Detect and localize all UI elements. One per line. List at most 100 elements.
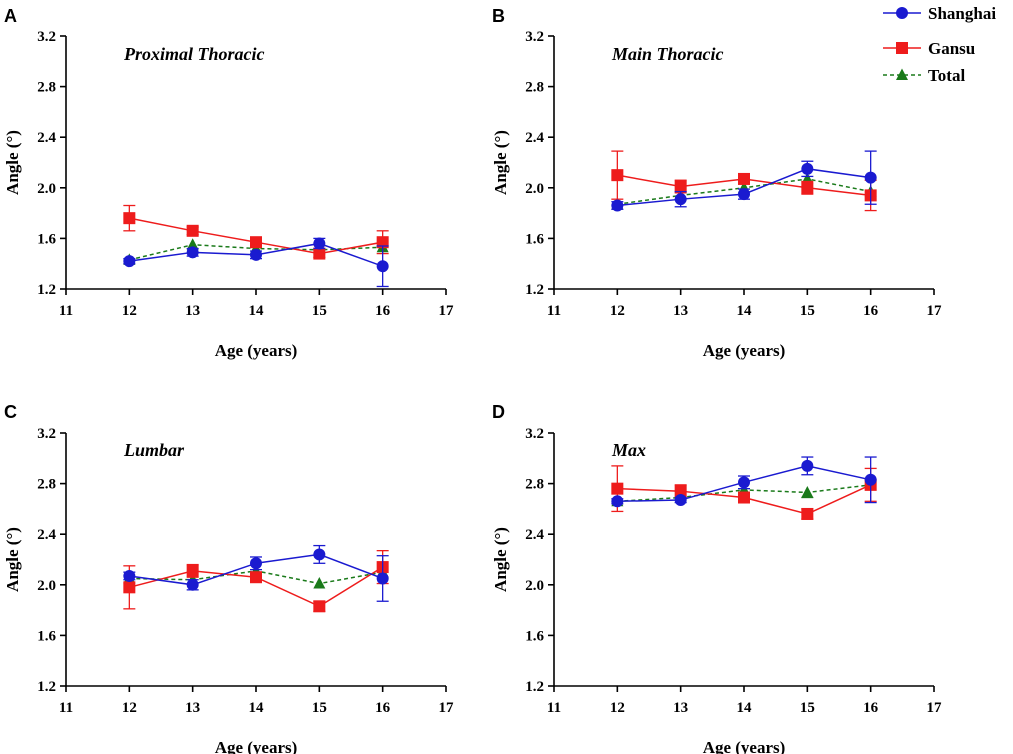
x-tick-label: 11 [59, 700, 73, 716]
x-tick-label: 14 [249, 303, 265, 319]
legend: Shanghai Gansu Total [883, 4, 996, 85]
x-axis-title: Age (years) [703, 738, 786, 754]
data-point-shanghai [738, 476, 750, 489]
y-tick-label: 2.0 [525, 181, 544, 197]
x-tick-label: 13 [185, 303, 200, 319]
data-point-shanghai [250, 557, 262, 570]
data-point-shanghai [611, 199, 624, 212]
panel-title: Max [611, 440, 646, 460]
data-point-shanghai [674, 494, 687, 507]
x-tick-label: 16 [375, 303, 391, 319]
panel-letter: B [492, 6, 505, 26]
x-tick-label: 17 [927, 303, 943, 319]
data-point-shanghai [801, 162, 814, 175]
x-axis-title: Age (years) [215, 341, 298, 360]
data-point-gansu [801, 181, 814, 194]
data-point-gansu [123, 212, 136, 225]
legend-label: Shanghai [928, 4, 996, 23]
panel-title: Lumbar [123, 440, 185, 460]
y-tick-label: 2.8 [37, 477, 56, 493]
y-tick-label: 2.0 [37, 578, 56, 594]
data-point-total [313, 577, 326, 589]
series-shanghai [611, 456, 877, 508]
data-point-shanghai [123, 255, 136, 268]
data-point-shanghai [376, 260, 389, 273]
x-tick-label: 14 [737, 700, 753, 716]
legend-item-shanghai: Shanghai [883, 4, 996, 23]
series-shanghai [123, 544, 389, 602]
x-axis-title: Age (years) [703, 341, 786, 360]
x-tick-label: 14 [737, 303, 753, 319]
x-tick-label: 15 [800, 303, 815, 319]
data-point-shanghai [801, 459, 814, 472]
y-tick-label: 1.2 [37, 282, 56, 298]
legend-marker-shanghai [896, 7, 908, 19]
x-tick-label: 13 [673, 700, 688, 716]
y-axis-title: Angle (°) [3, 527, 22, 592]
x-tick-label: 14 [249, 700, 265, 716]
x-tick-label: 17 [439, 700, 455, 716]
panel-title: Proximal Thoracic [123, 44, 265, 64]
y-tick-label: 1.2 [37, 679, 56, 695]
legend-marker-total [896, 68, 908, 80]
panel-a: 1.2 1.6 2.0 2.4 2.8 3.2 11 12 13 14 15 16 17 Age (yea… [3, 6, 454, 360]
panel-title: Main Thoracic [611, 44, 724, 64]
x-tick-label: 11 [547, 303, 561, 319]
data-point-gansu [186, 564, 199, 577]
x-tick-label: 16 [863, 700, 879, 716]
x-tick-label: 16 [375, 700, 391, 716]
panels: 1.2 1.6 2.0 2.4 2.8 3.2 11 12 13 14 15 16 17 Age (yea… [3, 6, 942, 754]
data-point-gansu [674, 485, 687, 498]
legend-marker-gansu [896, 42, 908, 54]
data-point-gansu [186, 224, 199, 237]
x-tick-label: 17 [927, 700, 943, 716]
data-point-gansu [250, 571, 262, 584]
data-point-shanghai [313, 237, 326, 250]
panel-letter: A [4, 6, 17, 26]
series-gansu [611, 465, 877, 520]
legend-label: Total [928, 66, 965, 85]
x-tick-label: 13 [185, 700, 200, 716]
data-point-gansu [801, 507, 814, 520]
panel-letter: C [4, 402, 17, 422]
panel-letter: D [492, 402, 505, 422]
y-axis-title: Angle (°) [3, 130, 22, 195]
x-tick-label: 11 [547, 700, 561, 716]
data-point-shanghai [250, 248, 262, 261]
data-point-shanghai [186, 246, 199, 259]
data-point-gansu [250, 236, 262, 249]
data-point-shanghai [674, 193, 687, 206]
legend-item-gansu: Gansu [883, 39, 975, 58]
x-tick-label: 13 [673, 303, 688, 319]
data-point-gansu [611, 169, 624, 182]
data-point-gansu [738, 172, 750, 185]
y-tick-label: 2.4 [525, 130, 544, 146]
y-tick-label: 2.8 [525, 477, 544, 493]
y-tick-label: 1.2 [525, 282, 544, 298]
y-tick-label: 2.4 [525, 527, 544, 543]
panel-c: 1.2 1.6 2.0 2.4 2.8 3.2 11 12 13 14 15 16 17 Age (yea… [3, 402, 454, 754]
data-point-gansu [313, 247, 326, 260]
y-tick-label: 1.6 [37, 231, 56, 247]
data-point-shanghai [123, 569, 136, 582]
x-tick-label: 15 [800, 700, 815, 716]
x-tick-label: 17 [439, 303, 455, 319]
y-tick-label: 2.4 [37, 527, 56, 543]
data-point-gansu [376, 236, 389, 249]
x-tick-label: 16 [863, 303, 879, 319]
x-axis-title: Age (years) [215, 738, 298, 754]
y-tick-label: 3.2 [525, 29, 544, 45]
x-tick-label: 12 [122, 700, 137, 716]
x-tick-label: 12 [122, 303, 137, 319]
y-axis-title: Angle (°) [491, 527, 510, 592]
data-point-shanghai [864, 171, 877, 184]
x-tick-label: 15 [312, 303, 327, 319]
panel-d: 1.2 1.6 2.0 2.4 2.8 3.2 11 12 13 14 15 16 17 Age (yea… [491, 402, 942, 754]
y-tick-label: 2.0 [37, 181, 56, 197]
data-point-shanghai [864, 473, 877, 486]
data-point-gansu [738, 491, 750, 504]
y-tick-label: 1.6 [525, 628, 544, 644]
x-tick-label: 12 [610, 700, 625, 716]
y-axis-title: Angle (°) [491, 130, 510, 195]
